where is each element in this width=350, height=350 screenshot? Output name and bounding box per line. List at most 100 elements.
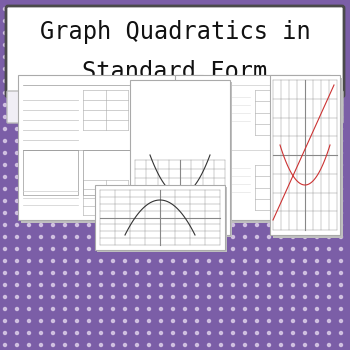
Circle shape xyxy=(256,284,259,287)
Circle shape xyxy=(315,272,318,274)
Circle shape xyxy=(15,320,19,322)
Circle shape xyxy=(147,284,150,287)
Circle shape xyxy=(4,199,7,203)
Circle shape xyxy=(112,104,114,106)
Circle shape xyxy=(315,199,318,203)
Circle shape xyxy=(340,163,343,167)
Circle shape xyxy=(4,116,7,119)
Circle shape xyxy=(244,343,246,346)
Circle shape xyxy=(244,284,246,287)
Circle shape xyxy=(51,79,55,83)
Circle shape xyxy=(303,7,307,10)
Circle shape xyxy=(147,68,150,70)
Circle shape xyxy=(280,163,282,167)
Circle shape xyxy=(340,295,343,299)
Circle shape xyxy=(208,211,210,215)
Circle shape xyxy=(256,56,259,58)
Circle shape xyxy=(4,320,7,322)
Circle shape xyxy=(112,20,114,22)
Circle shape xyxy=(303,308,307,310)
Circle shape xyxy=(172,272,175,274)
Circle shape xyxy=(15,104,19,106)
Circle shape xyxy=(4,104,7,106)
Circle shape xyxy=(40,188,42,190)
Circle shape xyxy=(15,32,19,35)
Circle shape xyxy=(124,68,126,70)
Circle shape xyxy=(280,331,282,335)
Circle shape xyxy=(244,116,246,119)
Circle shape xyxy=(292,104,294,106)
Circle shape xyxy=(292,224,294,226)
Circle shape xyxy=(196,20,198,22)
Circle shape xyxy=(15,259,19,262)
Circle shape xyxy=(135,199,139,203)
Circle shape xyxy=(315,127,318,131)
Circle shape xyxy=(196,284,198,287)
Circle shape xyxy=(340,320,343,322)
Circle shape xyxy=(219,295,223,299)
Circle shape xyxy=(196,259,198,262)
Circle shape xyxy=(135,32,139,35)
Circle shape xyxy=(256,68,259,70)
Circle shape xyxy=(112,68,114,70)
Circle shape xyxy=(15,152,19,154)
Circle shape xyxy=(51,7,55,10)
Circle shape xyxy=(112,272,114,274)
Circle shape xyxy=(4,236,7,238)
Circle shape xyxy=(4,284,7,287)
Circle shape xyxy=(256,224,259,226)
Circle shape xyxy=(183,79,187,83)
Circle shape xyxy=(256,320,259,322)
Circle shape xyxy=(292,32,294,35)
Circle shape xyxy=(172,247,175,251)
Circle shape xyxy=(51,224,55,226)
Circle shape xyxy=(244,199,246,203)
Circle shape xyxy=(231,188,235,190)
Circle shape xyxy=(244,104,246,106)
Circle shape xyxy=(15,247,19,251)
Circle shape xyxy=(315,140,318,142)
Circle shape xyxy=(280,43,282,47)
Circle shape xyxy=(88,79,91,83)
Circle shape xyxy=(135,211,139,215)
Circle shape xyxy=(172,7,175,10)
Circle shape xyxy=(160,343,162,346)
Circle shape xyxy=(172,308,175,310)
Circle shape xyxy=(196,188,198,190)
Circle shape xyxy=(88,7,91,10)
Circle shape xyxy=(244,32,246,35)
Circle shape xyxy=(124,91,126,95)
Circle shape xyxy=(15,224,19,226)
Circle shape xyxy=(40,127,42,131)
Circle shape xyxy=(40,43,42,47)
Circle shape xyxy=(315,295,318,299)
Circle shape xyxy=(340,308,343,310)
Circle shape xyxy=(4,68,7,70)
Circle shape xyxy=(208,343,210,346)
Circle shape xyxy=(219,140,223,142)
Circle shape xyxy=(267,140,271,142)
Circle shape xyxy=(51,272,55,274)
Circle shape xyxy=(172,320,175,322)
Circle shape xyxy=(328,320,330,322)
Circle shape xyxy=(267,199,271,203)
Circle shape xyxy=(303,224,307,226)
Circle shape xyxy=(231,91,235,95)
Circle shape xyxy=(219,56,223,58)
Circle shape xyxy=(76,284,78,287)
Circle shape xyxy=(315,68,318,70)
Circle shape xyxy=(340,343,343,346)
Circle shape xyxy=(135,7,139,10)
Circle shape xyxy=(219,343,223,346)
Circle shape xyxy=(196,91,198,95)
Circle shape xyxy=(183,188,187,190)
Circle shape xyxy=(40,175,42,178)
Circle shape xyxy=(15,91,19,95)
Circle shape xyxy=(292,175,294,178)
Bar xyxy=(97,187,227,252)
Circle shape xyxy=(28,91,30,95)
Circle shape xyxy=(280,20,282,22)
Circle shape xyxy=(231,343,235,346)
Circle shape xyxy=(147,20,150,22)
Circle shape xyxy=(88,175,91,178)
